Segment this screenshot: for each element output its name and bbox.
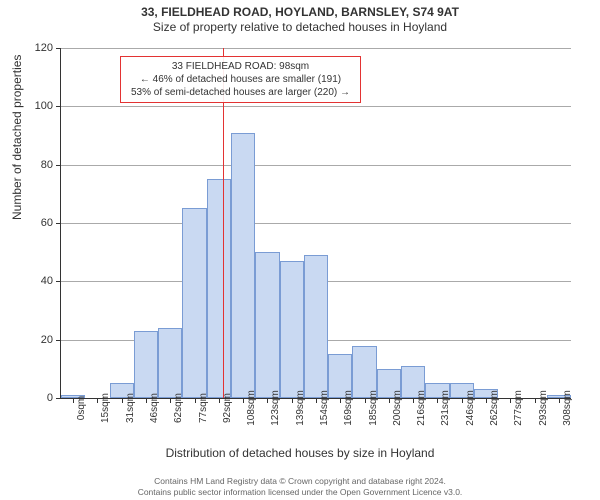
- page-subtitle: Size of property relative to detached ho…: [0, 19, 600, 34]
- x-tick-label: 139sqm: [295, 390, 306, 426]
- x-tick-mark: [219, 398, 220, 403]
- y-tick-mark: [56, 165, 61, 166]
- x-tick-mark: [535, 398, 536, 403]
- y-tick-mark: [56, 48, 61, 49]
- x-axis-label: Distribution of detached houses by size …: [0, 446, 600, 460]
- x-tick-mark: [243, 398, 244, 403]
- x-tick-label: 77sqm: [198, 393, 209, 423]
- x-tick-label: 31sqm: [125, 393, 136, 423]
- x-tick-mark: [486, 398, 487, 403]
- y-tick-label: 80: [25, 159, 53, 171]
- info-line-1: 33 FIELDHEAD ROAD: 98sqm: [131, 60, 350, 73]
- histogram-bar: [231, 133, 255, 398]
- x-tick-mark: [195, 398, 196, 403]
- x-tick-label: 154sqm: [319, 390, 330, 426]
- x-tick-label: 46sqm: [149, 393, 160, 423]
- histogram-bar: [158, 328, 182, 398]
- gridline: [61, 48, 571, 49]
- x-tick-label: 262sqm: [489, 390, 500, 426]
- x-tick-label: 231sqm: [440, 390, 451, 426]
- info-box: 33 FIELDHEAD ROAD: 98sqm ← 46% of detach…: [120, 56, 361, 103]
- chart-container: 33, FIELDHEAD ROAD, HOYLAND, BARNSLEY, S…: [0, 0, 600, 500]
- footer: Contains HM Land Registry data © Crown c…: [0, 476, 600, 498]
- x-tick-label: 185sqm: [368, 390, 379, 426]
- y-tick-label: 20: [25, 334, 53, 346]
- histogram-bar: [255, 252, 279, 398]
- gridline: [61, 223, 571, 224]
- histogram-bar: [304, 255, 328, 398]
- x-tick-label: 169sqm: [343, 390, 354, 426]
- y-tick-mark: [56, 398, 61, 399]
- x-tick-label: 0sqm: [76, 396, 87, 420]
- x-tick-label: 200sqm: [392, 390, 403, 426]
- histogram-bar: [182, 208, 206, 398]
- x-tick-mark: [365, 398, 366, 403]
- y-tick-label: 100: [25, 100, 53, 112]
- x-tick-mark: [413, 398, 414, 403]
- x-tick-mark: [437, 398, 438, 403]
- y-tick-mark: [56, 106, 61, 107]
- y-tick-mark: [56, 340, 61, 341]
- x-tick-mark: [170, 398, 171, 403]
- x-tick-label: 216sqm: [416, 390, 427, 426]
- x-tick-mark: [267, 398, 268, 403]
- x-tick-mark: [389, 398, 390, 403]
- plot-area: 0204060801001200sqm15sqm31sqm46sqm62sqm7…: [60, 48, 570, 398]
- footer-line-1: Contains HM Land Registry data © Crown c…: [0, 476, 600, 487]
- x-tick-label: 15sqm: [100, 393, 111, 423]
- y-tick-label: 40: [25, 275, 53, 287]
- x-tick-mark: [122, 398, 123, 403]
- y-tick-mark: [56, 281, 61, 282]
- x-tick-mark: [510, 398, 511, 403]
- y-axis-label: Number of detached properties: [10, 55, 24, 220]
- histogram-bar: [207, 179, 231, 398]
- y-tick-label: 60: [25, 217, 53, 229]
- x-tick-mark: [146, 398, 147, 403]
- histogram-bar: [280, 261, 304, 398]
- footer-line-2: Contains public sector information licen…: [0, 487, 600, 498]
- x-tick-mark: [340, 398, 341, 403]
- x-tick-label: 293sqm: [538, 390, 549, 426]
- x-tick-mark: [73, 398, 74, 403]
- gridline: [61, 106, 571, 107]
- x-tick-label: 62sqm: [173, 393, 184, 423]
- y-tick-mark: [56, 223, 61, 224]
- info-line-3: 53% of semi-detached houses are larger (…: [131, 86, 350, 99]
- info-line-2: ← 46% of detached houses are smaller (19…: [131, 73, 350, 86]
- x-tick-mark: [97, 398, 98, 403]
- x-tick-label: 246sqm: [465, 390, 476, 426]
- x-tick-label: 277sqm: [513, 390, 524, 426]
- x-tick-mark: [316, 398, 317, 403]
- x-tick-mark: [462, 398, 463, 403]
- x-tick-mark: [292, 398, 293, 403]
- x-tick-label: 308sqm: [562, 390, 573, 426]
- x-tick-label: 123sqm: [270, 390, 281, 426]
- x-tick-label: 108sqm: [246, 390, 257, 426]
- page-title: 33, FIELDHEAD ROAD, HOYLAND, BARNSLEY, S…: [0, 0, 600, 19]
- x-tick-mark: [559, 398, 560, 403]
- y-tick-label: 120: [25, 42, 53, 54]
- y-tick-label: 0: [25, 392, 53, 404]
- histogram-bar: [134, 331, 158, 398]
- gridline: [61, 165, 571, 166]
